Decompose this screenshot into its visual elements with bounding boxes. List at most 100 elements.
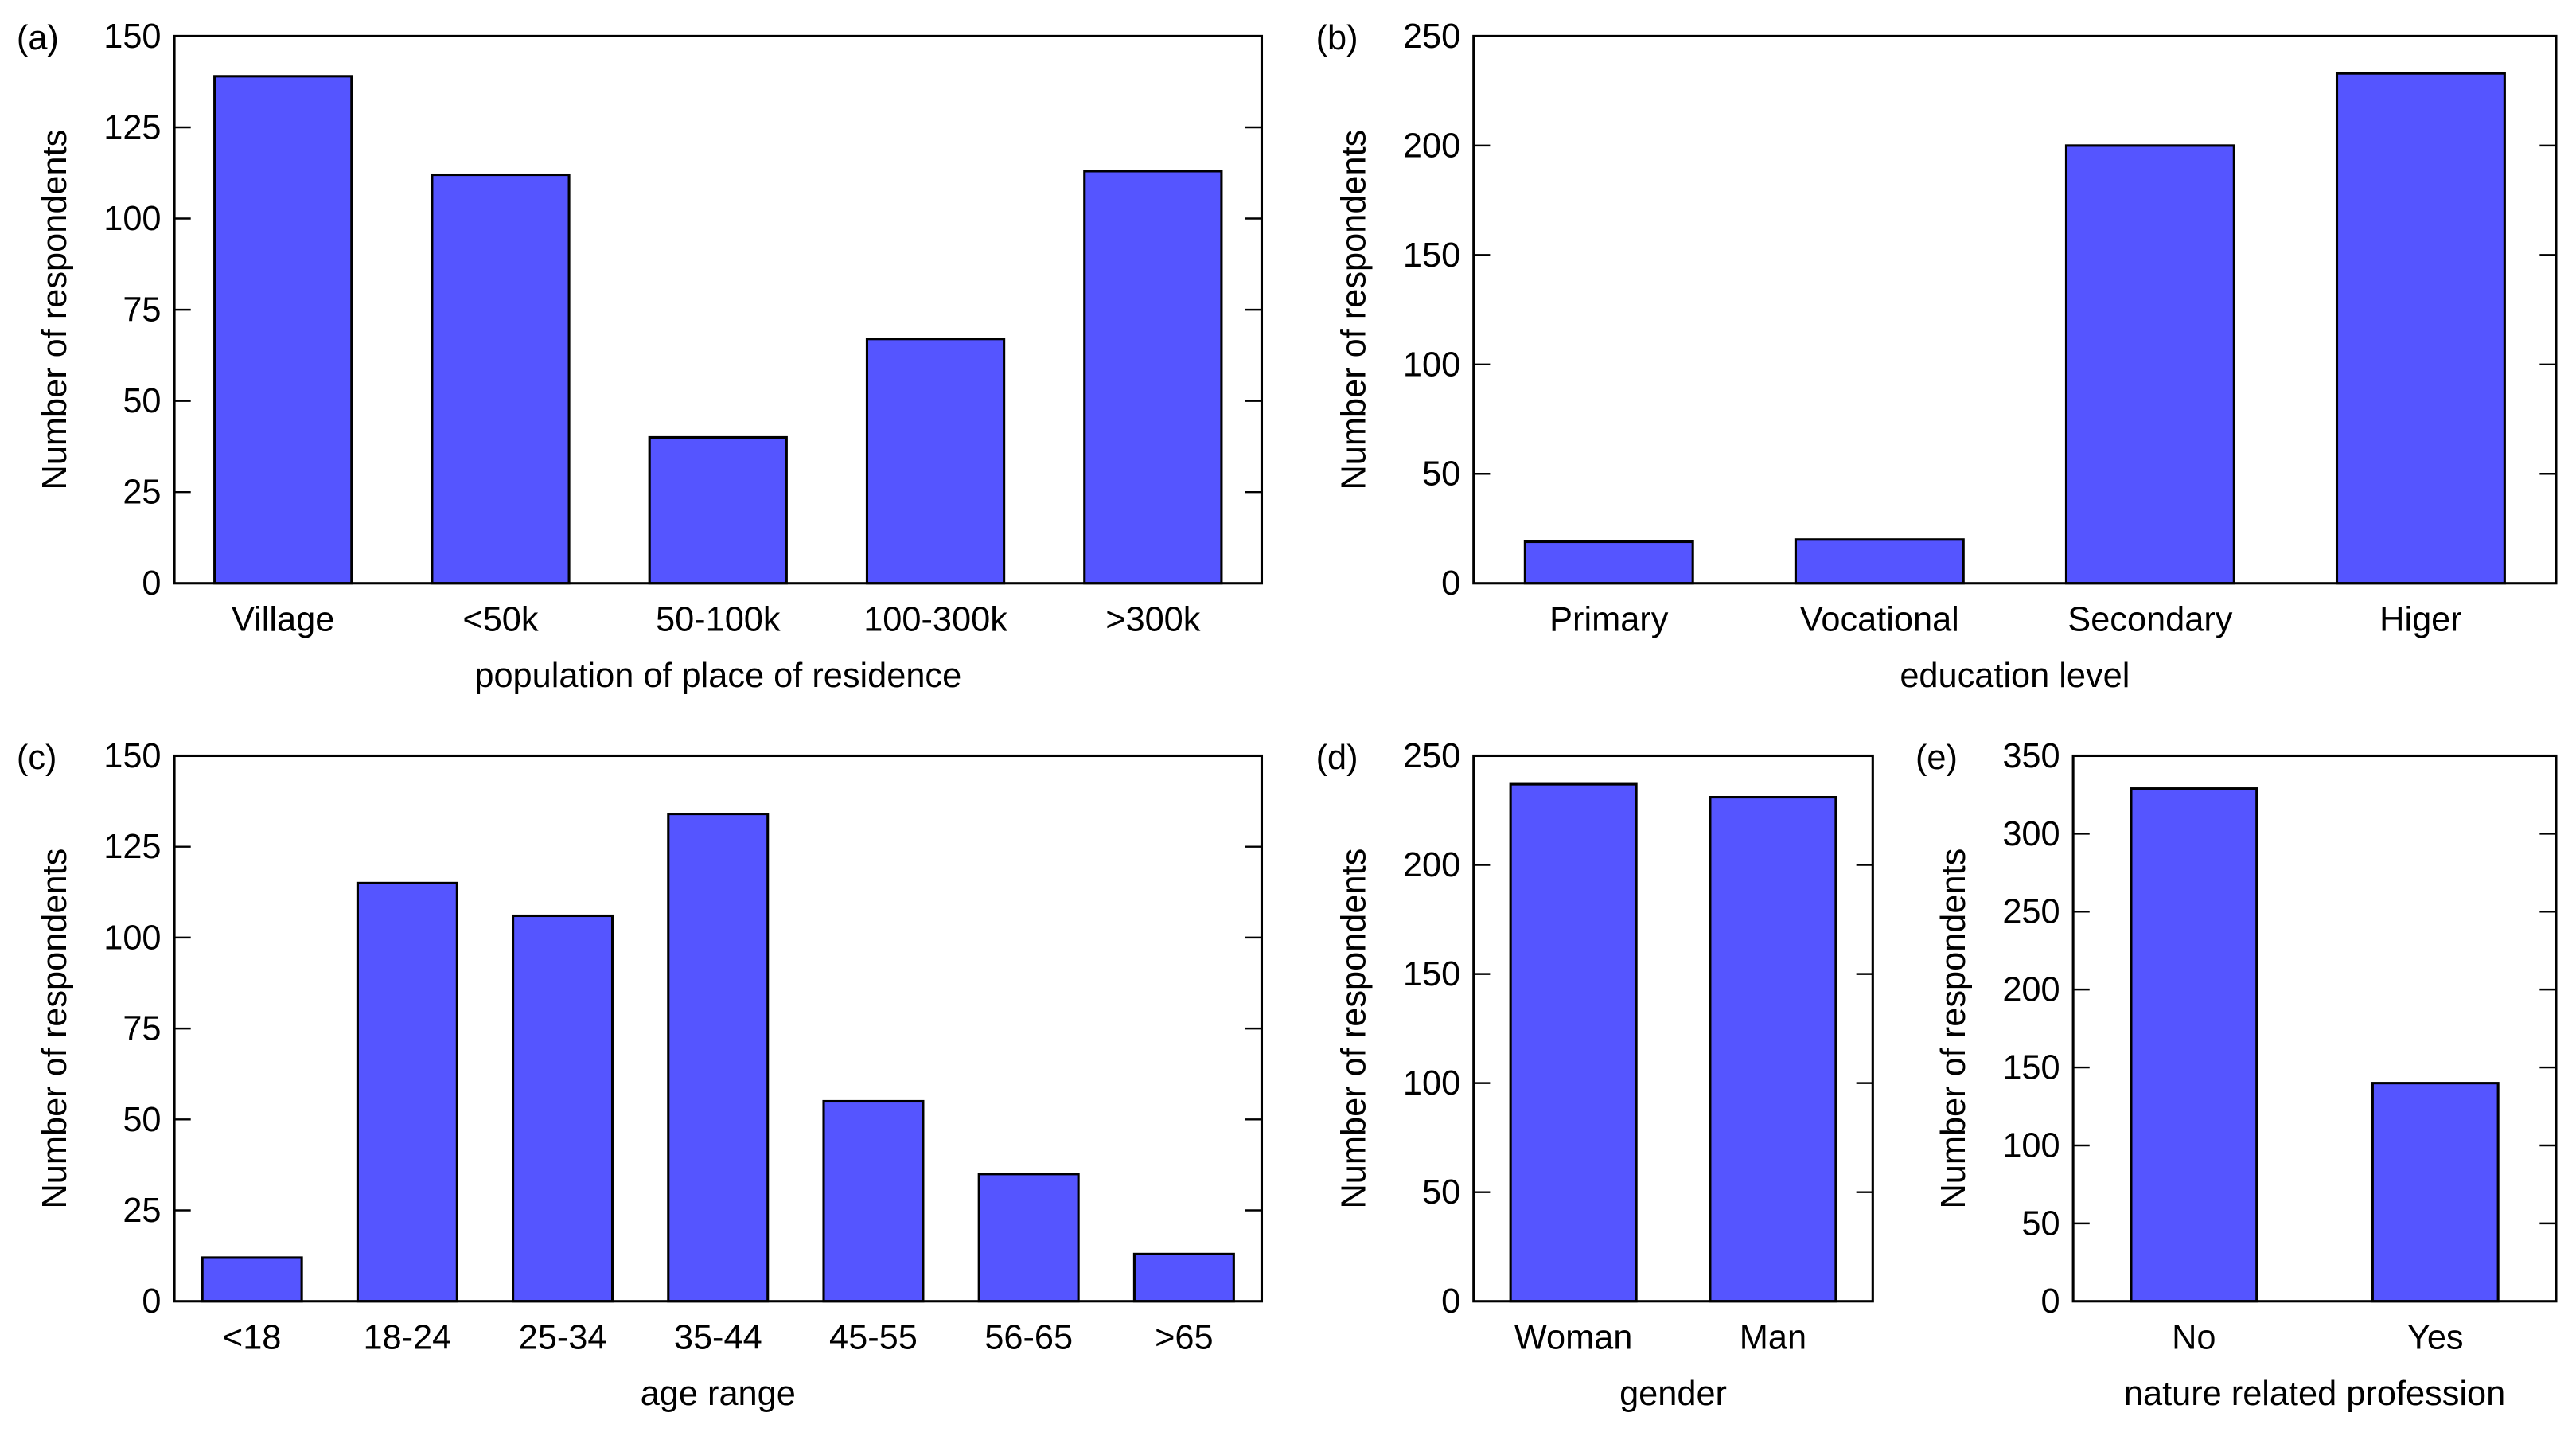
y-axis-label: Number of respondents [1335, 130, 1374, 490]
plot-frame [1472, 34, 2558, 585]
y-tick-label: 0 [1441, 564, 1460, 603]
x-axis-label: population of place of residence [474, 657, 961, 695]
bar [1509, 782, 1638, 1303]
bar [865, 338, 1006, 585]
x-tick-label: Vocational [1800, 601, 1959, 639]
x-axis-label: education level [1900, 657, 2130, 695]
x-tick-label: 18-24 [363, 1319, 451, 1357]
y-tick-label: 0 [142, 1282, 161, 1321]
y-tick-label: 100 [1403, 1064, 1460, 1102]
x-tick-label: 25-34 [519, 1319, 607, 1357]
bar [1132, 1252, 1235, 1303]
y-tick-label: 150 [103, 18, 161, 56]
y-tick-label: 100 [103, 919, 161, 957]
x-tick-label: No [2172, 1319, 2216, 1357]
y-tick-label: 100 [103, 200, 161, 238]
x-axis-label: age range [641, 1375, 796, 1413]
plot-frame [173, 754, 1264, 1303]
bar [213, 75, 353, 585]
y-tick-label: 100 [2002, 1126, 2060, 1165]
bar [201, 1256, 303, 1303]
y-tick-label: 125 [103, 828, 161, 866]
bar [2335, 72, 2506, 585]
x-tick-label: Secondary [2067, 601, 2232, 639]
x-tick-label: >300k [1105, 601, 1201, 639]
y-tick-label: 0 [142, 564, 161, 603]
y-tick-label: 300 [2002, 815, 2060, 853]
y-tick-label: 250 [2002, 893, 2060, 931]
y-tick-label: 200 [1403, 846, 1460, 884]
y-tick-label: 150 [2002, 1049, 2060, 1087]
panel-label: (e) [1915, 739, 1958, 777]
x-tick-label: >65 [1155, 1319, 1214, 1357]
y-tick-label: 125 [103, 108, 161, 146]
bar [431, 173, 571, 585]
bar [1523, 540, 1694, 585]
x-tick-label: Yes [2407, 1319, 2464, 1357]
x-axis-label: nature related profession [2124, 1375, 2505, 1413]
bar [1083, 170, 1223, 585]
y-tick-label: 0 [1441, 1282, 1460, 1321]
x-tick-label: Man [1740, 1319, 1806, 1357]
x-tick-label: 56-65 [984, 1319, 1073, 1357]
plot-frame [173, 34, 1264, 585]
panel: 0 25 50 75 100 125 150 Village <50k 50-100k 100-30… [17, 18, 1264, 695]
bar [977, 1173, 1080, 1303]
y-axis-label: Number of respondents [36, 130, 74, 490]
y-tick-label: 150 [103, 737, 161, 775]
y-tick-label: 50 [1422, 455, 1460, 494]
y-tick-label: 50 [2021, 1204, 2060, 1243]
x-tick-label: Primary [1549, 601, 1669, 639]
bar [356, 881, 458, 1303]
panel-label: (d) [1316, 739, 1358, 777]
plot-frame [1472, 754, 1874, 1303]
x-tick-label: Woman [1514, 1319, 1633, 1357]
panel-label: (a) [17, 19, 59, 57]
y-tick-label: 75 [123, 1010, 161, 1048]
y-tick-label: 200 [2002, 971, 2060, 1009]
y-tick-label: 200 [1403, 127, 1460, 165]
panel: 0 50 100 150 200 250 300 350 No Yes nature related… [1915, 737, 2558, 1413]
panel-label: (c) [17, 739, 57, 777]
y-tick-label: 25 [123, 1192, 161, 1230]
y-tick-label: 50 [123, 382, 161, 420]
y-tick-label: 100 [1403, 345, 1460, 384]
y-axis-label: Number of respondents [1935, 849, 1973, 1209]
panel: 0 50 100 150 200 250 Primary Vocational Secondar… [1316, 18, 2558, 695]
y-axis-label: Number of respondents [36, 849, 74, 1209]
bar [822, 1099, 925, 1303]
y-tick-label: 350 [2002, 737, 2060, 775]
y-tick-label: 150 [1403, 955, 1460, 993]
x-tick-label: 100-300k [863, 601, 1007, 639]
bar [1709, 796, 1837, 1303]
panel-label: (b) [1316, 19, 1358, 57]
x-tick-label: Higer [2379, 601, 2462, 639]
bar [2371, 1082, 2500, 1303]
y-axis-label: Number of respondents [1335, 849, 1374, 1209]
y-tick-label: 150 [1403, 236, 1460, 275]
x-tick-label: Village [232, 601, 334, 639]
y-tick-label: 50 [123, 1101, 161, 1139]
plot-frame [2071, 754, 2558, 1303]
x-tick-label: <50k [462, 601, 538, 639]
y-tick-label: 250 [1403, 18, 1460, 56]
y-tick-label: 0 [2041, 1282, 2060, 1321]
panel: 0 25 50 75 100 125 150 <18 18-24 25-34 35-44 45-55 5… [17, 737, 1264, 1413]
bar [2064, 144, 2235, 585]
y-tick-label: 25 [123, 474, 161, 512]
panel: 0 50 100 150 200 250 Woman Man gender Number of r… [1316, 737, 1874, 1413]
y-tick-label: 50 [1422, 1173, 1460, 1212]
y-tick-label: 75 [123, 291, 161, 330]
x-tick-label: 50-100k [656, 601, 781, 639]
x-tick-label: <18 [223, 1319, 282, 1357]
bar [1794, 538, 1965, 585]
bar [512, 914, 614, 1303]
x-axis-label: gender [1619, 1375, 1727, 1413]
x-tick-label: 35-44 [674, 1319, 762, 1357]
x-tick-label: 45-55 [829, 1319, 918, 1357]
bar [667, 813, 770, 1303]
bar [2130, 787, 2258, 1303]
y-tick-label: 250 [1403, 737, 1460, 775]
